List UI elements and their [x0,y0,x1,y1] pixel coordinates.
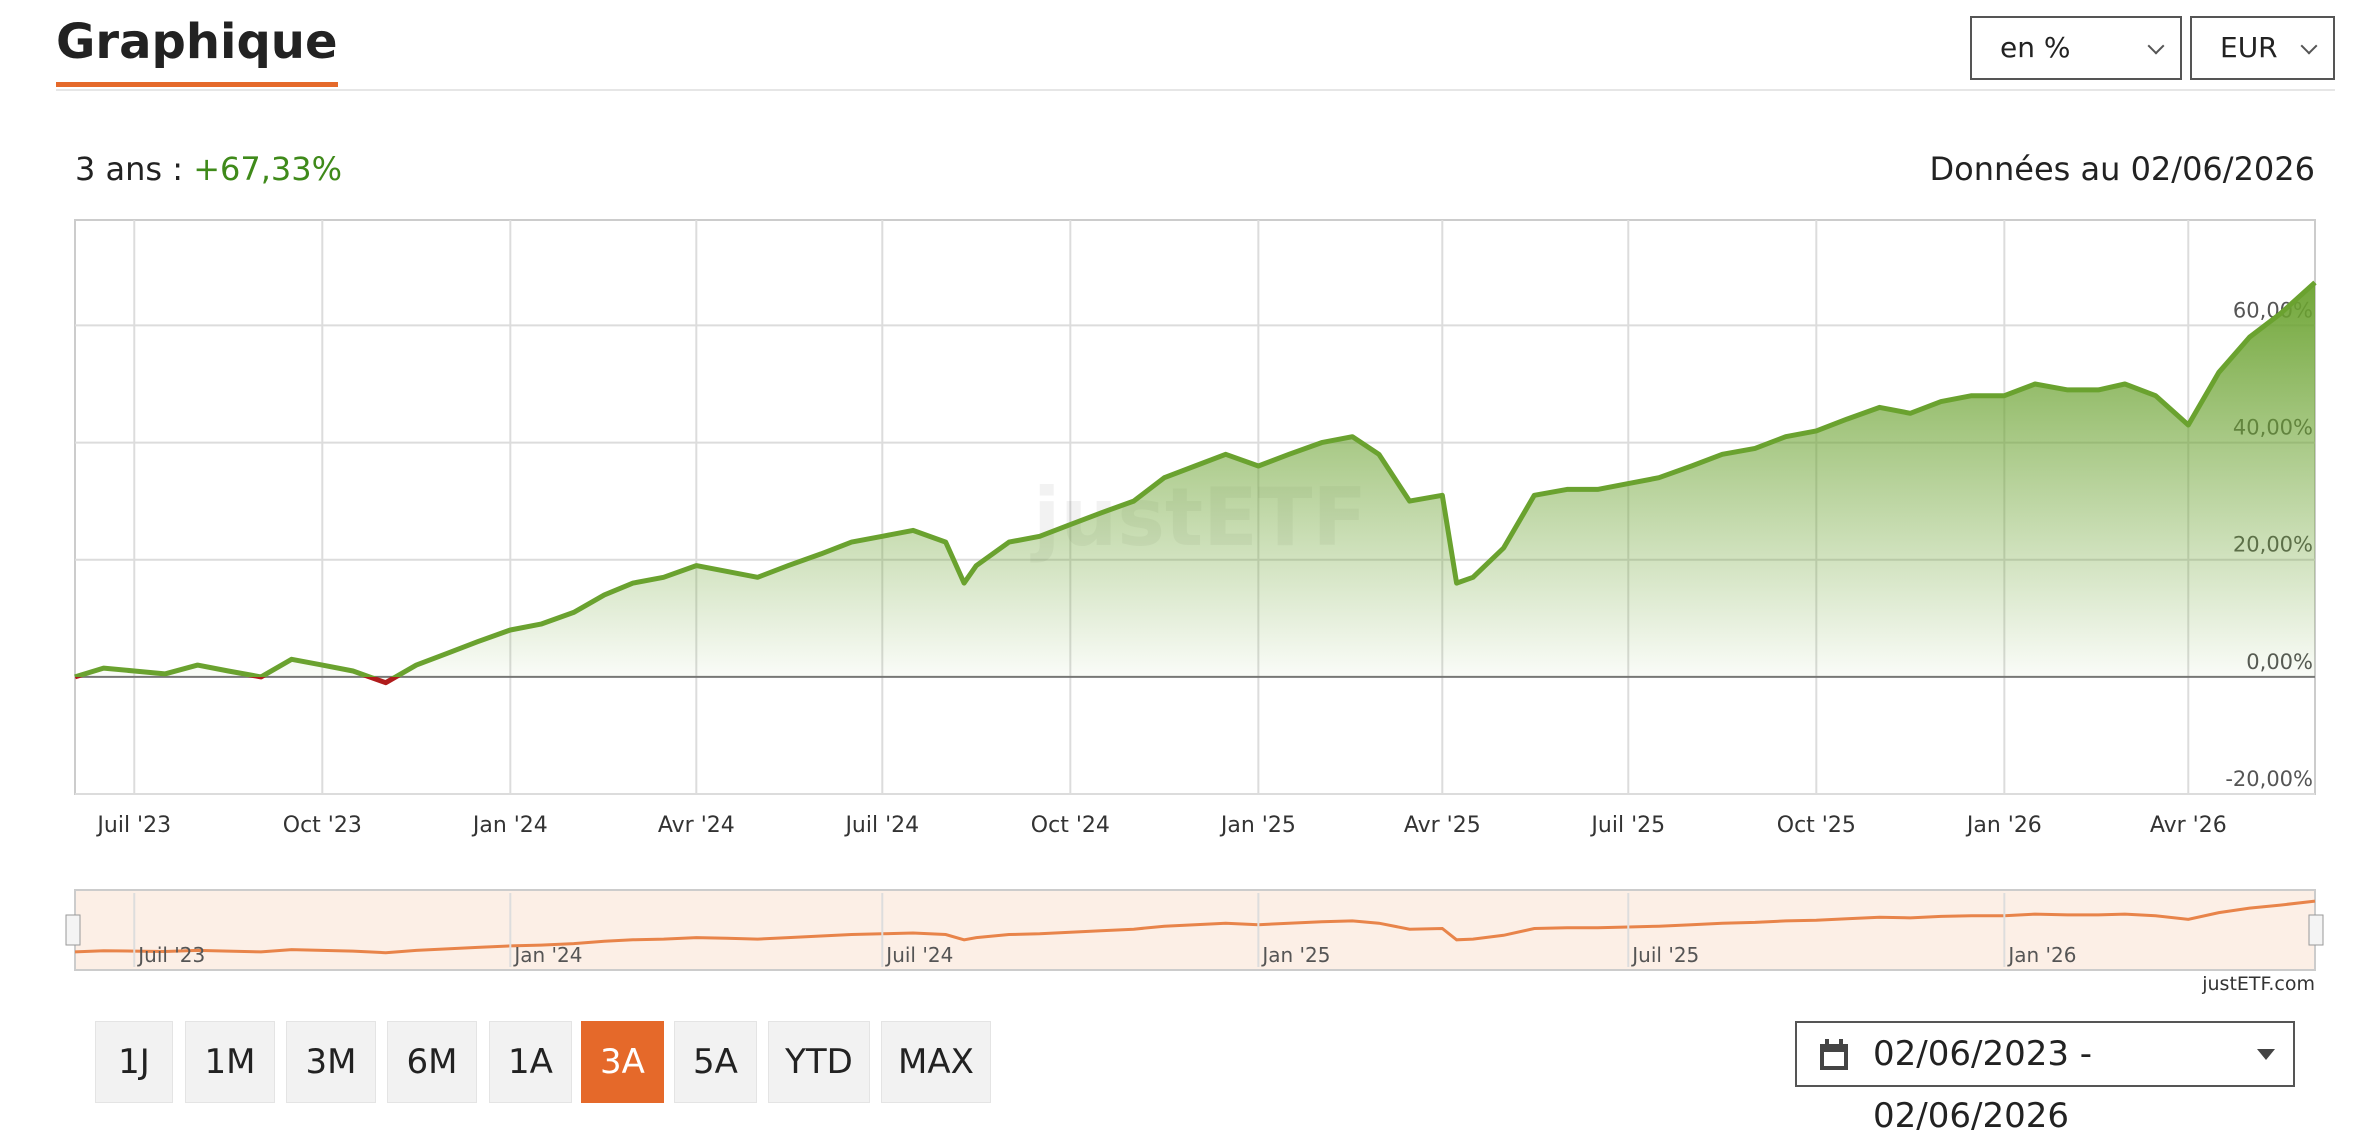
navigator-handle[interactable] [65,914,81,946]
x-tick-label: Oct '24 [1031,813,1110,838]
x-tick-label: Jan '24 [471,813,548,838]
range-button[interactable]: 6M [387,1021,477,1103]
title: Graphique [56,14,338,87]
navigator-tick-label: Jan '25 [1260,943,1330,967]
range-button[interactable]: MAX [881,1021,991,1103]
x-tick-label: Oct '25 [1777,813,1856,838]
divider [56,89,2335,91]
x-tick-label: Avr '26 [2150,813,2227,838]
date-range-picker[interactable]: 02/06/2023 - 02/06/2026 [1795,1021,2295,1136]
range-button[interactable]: 1A [489,1021,572,1103]
date-range: 02/06/2023 - 02/06/2026 [1873,1034,2093,1136]
navigator-tick-label: Juil '23 [136,943,205,967]
caret [2257,1049,2275,1060]
x-tick-label: Juil '23 [95,813,171,838]
line [74,280,2317,686]
navigator-frame [74,889,2316,971]
navigator-line [74,899,2316,955]
as-of-date: Données au 02/06/2026 [1929,150,2316,188]
x-tick-label: Juil '24 [843,813,919,838]
range-button[interactable]: YTD [768,1021,870,1103]
x-tick-label: Jan '26 [1965,813,2042,838]
x-tick-label: Avr '24 [658,813,735,838]
x-tick-label: Juil '25 [1589,813,1665,838]
x-tick-label: Oct '23 [283,813,362,838]
navigator-handle[interactable] [2308,914,2324,946]
navigator-tick-label: Jan '24 [512,943,582,967]
summary: 3 ans : +67,33% [75,150,342,188]
range-button[interactable]: 5A [674,1021,757,1103]
navigator-tick-label: Jan '26 [2006,943,2076,967]
range-button[interactable]: 3M [286,1021,376,1103]
navigator-tick-label: Juil '24 [884,943,953,967]
range-button[interactable]: 1M [185,1021,275,1103]
navigator-tick-label: Juil '25 [1630,943,1699,967]
x-tick-label: Avr '25 [1404,813,1481,838]
credit: justETF.com [2201,973,2315,995]
currency-select[interactable]: EUR [2190,16,2335,80]
area-fill [75,282,2315,683]
range-button[interactable]: 3A [581,1021,664,1103]
page: Graphique en % EUR 3 ans : +67,33% Donné… [0,0,2362,1124]
range-button[interactable]: 1J [95,1021,173,1103]
chart: justETF.com Juil '23 Oct '23 Jan '24 Avr '2… [65,219,2324,995]
y-tick-label: -20,00% [2225,767,2313,791]
period: 3 ans : [75,150,184,188]
x-tick-label: Jan '25 [1219,813,1296,838]
performance: +67,33% [193,150,343,188]
unit-select[interactable]: en % [1970,16,2182,80]
calendar-icon [1820,1039,1848,1070]
